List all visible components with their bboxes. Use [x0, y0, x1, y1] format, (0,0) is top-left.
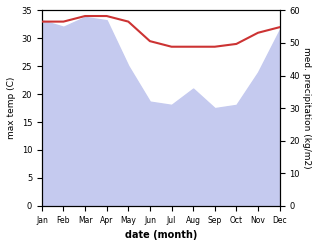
- X-axis label: date (month): date (month): [125, 230, 197, 240]
- Y-axis label: med. precipitation (kg/m2): med. precipitation (kg/m2): [302, 47, 311, 169]
- Y-axis label: max temp (C): max temp (C): [7, 77, 16, 139]
